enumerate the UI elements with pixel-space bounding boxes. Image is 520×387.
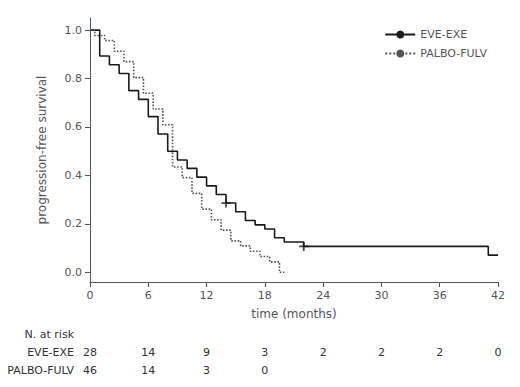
svg-text:0.8: 0.8 (65, 72, 83, 85)
svg-text:42: 42 (491, 289, 505, 302)
svg-text:36: 36 (433, 289, 447, 302)
svg-text:28: 28 (83, 346, 97, 359)
svg-text:24: 24 (316, 289, 330, 302)
svg-text:progression-free survival: progression-free survival (35, 76, 49, 225)
svg-text:3: 3 (261, 346, 268, 359)
svg-text:0.0: 0.0 (65, 266, 83, 279)
svg-text:0: 0 (87, 289, 94, 302)
svg-text:3: 3 (203, 364, 210, 377)
svg-text:0.2: 0.2 (65, 217, 83, 230)
svg-text:18: 18 (258, 289, 272, 302)
svg-text:time (months): time (months) (251, 307, 337, 321)
svg-text:N. at risk: N. at risk (25, 328, 75, 341)
svg-text:2: 2 (320, 346, 327, 359)
svg-text:2: 2 (436, 346, 443, 359)
svg-text:PALBO-FULV: PALBO-FULV (420, 47, 487, 60)
svg-text:EVE-EXE: EVE-EXE (27, 346, 74, 359)
svg-text:0.4: 0.4 (65, 169, 83, 182)
svg-text:12: 12 (200, 289, 214, 302)
svg-text:46: 46 (83, 364, 97, 377)
svg-text:PALBO-FULV: PALBO-FULV (7, 364, 74, 377)
svg-text:6: 6 (145, 289, 152, 302)
svg-text:14: 14 (141, 346, 155, 359)
svg-text:0: 0 (495, 346, 502, 359)
svg-text:0.6: 0.6 (65, 120, 83, 133)
svg-text:EVE-EXE: EVE-EXE (420, 28, 467, 41)
svg-text:0: 0 (261, 364, 268, 377)
svg-text:30: 30 (374, 289, 388, 302)
svg-text:9: 9 (203, 346, 210, 359)
svg-text:2: 2 (378, 346, 385, 359)
svg-text:1.0: 1.0 (65, 24, 83, 37)
svg-text:14: 14 (141, 364, 155, 377)
